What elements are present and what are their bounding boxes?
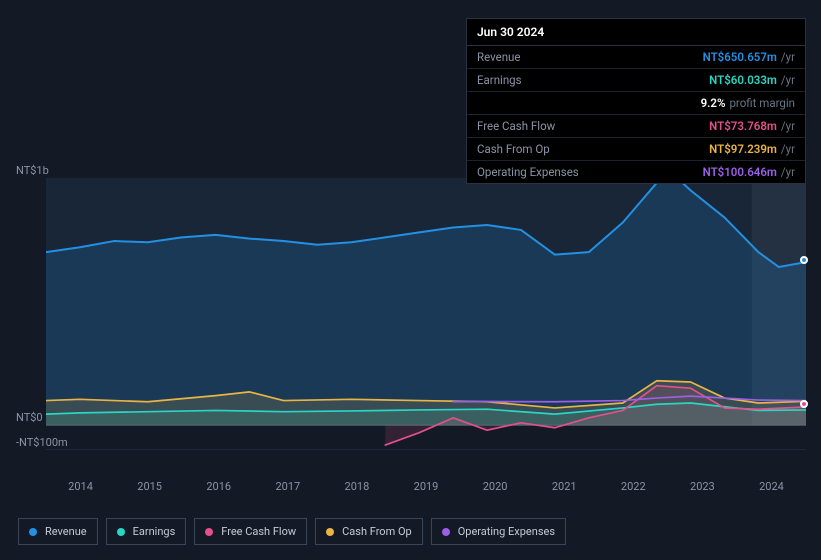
- chart-legend: Revenue Earnings Free Cash Flow Cash From O…: [18, 518, 566, 545]
- tooltip-metric-value: 9.2%: [701, 96, 726, 110]
- x-axis-tick: 2015: [115, 480, 184, 500]
- x-axis-tick: 2014: [46, 480, 115, 500]
- y-axis-tick: -NT$100m: [16, 436, 68, 449]
- x-axis-tick: 2022: [599, 480, 668, 500]
- legend-label: Revenue: [45, 525, 87, 538]
- legend-item[interactable]: Cash From Op: [315, 518, 423, 545]
- tooltip-metric-label: Revenue: [477, 50, 703, 64]
- x-axis-tick: 2023: [668, 480, 737, 500]
- tooltip-metric-label: [477, 96, 701, 110]
- tooltip-metric-unit: /yr: [781, 165, 795, 179]
- y-axis-tick: NT$1b: [16, 164, 49, 177]
- legend-label: Operating Expenses: [458, 525, 555, 538]
- x-axis-tick: 2017: [253, 480, 322, 500]
- legend-label: Earnings: [133, 525, 176, 538]
- tooltip-metric-unit: profit margin: [729, 96, 795, 110]
- legend-item[interactable]: Earnings: [106, 518, 187, 545]
- tooltip-date: Jun 30 2024: [467, 19, 805, 46]
- legend-item[interactable]: Revenue: [18, 518, 98, 545]
- legend-label: Cash From Op: [342, 525, 412, 538]
- legend-item[interactable]: Operating Expenses: [431, 518, 566, 545]
- tooltip-metric-value: NT$60.033m: [709, 73, 777, 87]
- tooltip-row: Operating ExpensesNT$100.646m/yr: [467, 161, 805, 183]
- tooltip-metric-unit: /yr: [781, 142, 795, 156]
- tooltip-metric-value: NT$97.239m: [709, 142, 777, 156]
- tooltip-metric-unit: /yr: [781, 73, 795, 87]
- legend-dot-icon: [326, 528, 334, 536]
- legend-dot-icon: [442, 528, 450, 536]
- x-axis-tick: 2024: [737, 480, 806, 500]
- tooltip-row: 9.2%profit margin: [467, 92, 805, 115]
- chart-svg: [46, 178, 806, 450]
- tooltip-metric-value: NT$73.768m: [709, 119, 777, 133]
- x-axis-tick: 2018: [322, 480, 391, 500]
- legend-label: Free Cash Flow: [221, 525, 296, 538]
- tooltip-row: Free Cash FlowNT$73.768m/yr: [467, 115, 805, 138]
- x-axis: 2014201520162017201820192020202120222023…: [46, 480, 806, 500]
- series-end-marker: [800, 256, 808, 264]
- series-end-marker: [800, 400, 808, 408]
- y-axis-tick: NT$0: [16, 411, 43, 424]
- legend-item[interactable]: Free Cash Flow: [194, 518, 307, 545]
- tooltip-metric-label: Operating Expenses: [477, 165, 703, 179]
- legend-dot-icon: [29, 528, 37, 536]
- tooltip-metric-unit: /yr: [781, 119, 795, 133]
- tooltip-metric-label: Earnings: [477, 73, 709, 87]
- x-axis-tick: 2016: [184, 480, 253, 500]
- tooltip-metric-label: Cash From Op: [477, 142, 709, 156]
- x-axis-tick: 2021: [530, 480, 599, 500]
- x-axis-tick: 2020: [461, 480, 530, 500]
- tooltip-metric-value: NT$650.657m: [703, 50, 777, 64]
- legend-dot-icon: [205, 528, 213, 536]
- financial-chart[interactable]: NT$1bNT$0-NT$100m: [16, 178, 806, 450]
- x-axis-tick: 2019: [391, 480, 460, 500]
- tooltip-metric-label: Free Cash Flow: [477, 119, 709, 133]
- tooltip-metric-unit: /yr: [781, 50, 795, 64]
- tooltip-row: RevenueNT$650.657m/yr: [467, 46, 805, 69]
- legend-dot-icon: [117, 528, 125, 536]
- tooltip-row: Cash From OpNT$97.239m/yr: [467, 138, 805, 161]
- tooltip-metric-value: NT$100.646m: [703, 165, 777, 179]
- tooltip-row: EarningsNT$60.033m/yr: [467, 69, 805, 92]
- chart-tooltip: Jun 30 2024 RevenueNT$650.657m/yrEarning…: [466, 18, 806, 184]
